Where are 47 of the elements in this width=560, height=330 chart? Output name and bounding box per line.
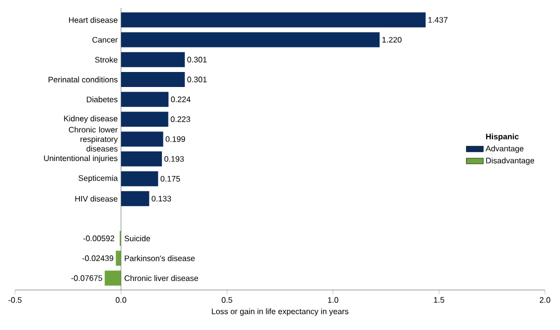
y-tick-label: Chronic liver disease (124, 275, 198, 282)
x-axis-title: Loss or gain in life expectancy in years (212, 308, 348, 316)
y-tick-label: Heart disease (69, 16, 118, 23)
y-tick-label: Septicemia (78, 175, 118, 183)
y-tick-label: Perinatal conditions (48, 76, 118, 82)
x-tick-label: 0.0 (116, 297, 126, 303)
data-label: 0.301 (187, 56, 207, 62)
bar (121, 12, 426, 28)
legend-label: Advantage (486, 146, 524, 153)
bar (121, 112, 168, 127)
bar (121, 151, 162, 166)
bar (121, 171, 158, 186)
data-label: 0.193 (164, 156, 184, 162)
x-tick-label: 2.0 (540, 297, 550, 303)
bar (121, 52, 185, 68)
legend-label: Disadvantage (486, 157, 534, 165)
data-label: 0.199 (166, 136, 186, 142)
data-label: -0.02439 (82, 255, 114, 262)
y-tick-label: Diabetes (86, 96, 118, 102)
data-label: 0.223 (170, 116, 190, 122)
data-label: 1.220 (382, 36, 402, 43)
y-tick-label: Chronic lower respiratory diseases (68, 126, 118, 152)
y-tick-label: Cancer (92, 36, 118, 43)
y-tick-label: Stroke (95, 56, 118, 63)
y-tick-label: Suicide (124, 235, 150, 242)
legend-title: Hispanic (486, 134, 519, 141)
bar (121, 72, 185, 87)
data-label: 1.437 (428, 17, 448, 23)
bar (104, 270, 122, 286)
bar (121, 32, 380, 48)
data-label: 0.175 (160, 176, 180, 182)
data-label: -0.07675 (71, 275, 102, 281)
x-tick-label: 0.5 (222, 297, 232, 303)
data-label: 0.133 (152, 196, 172, 202)
x-tick-label: 1.5 (434, 297, 444, 303)
data-label: 0.301 (187, 76, 207, 82)
y-tick-label: HIV disease (75, 196, 118, 202)
y-tick-label: Unintentional injuries (44, 155, 118, 163)
bar (121, 191, 150, 206)
y-tick-label: Kidney disease (64, 115, 118, 123)
data-label: 0.224 (171, 96, 190, 102)
data-label: -0.00592 (83, 236, 114, 242)
bar (121, 132, 164, 147)
x-tick-label: 1.0 (328, 297, 338, 303)
y-tick-label: Parkinson's disease (124, 255, 195, 262)
x-tick-label: -0.5 (8, 297, 22, 303)
bar (121, 92, 168, 107)
